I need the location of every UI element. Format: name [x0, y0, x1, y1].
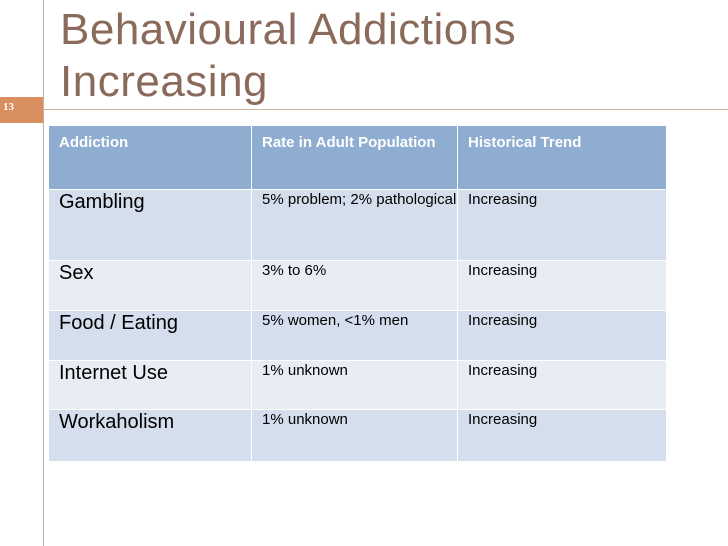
cell-addiction: Internet Use — [48, 360, 252, 410]
cell-addiction: Sex — [48, 260, 252, 311]
header-rate: Rate in Adult Population — [251, 125, 458, 190]
cell-trend: Increasing — [457, 189, 667, 261]
table-row: Internet Use 1% unknown Increasing — [48, 360, 667, 410]
table-row: Sex 3% to 6% Increasing — [48, 260, 667, 311]
slide-number: 13 — [3, 101, 14, 113]
slide-number-box — [0, 97, 43, 123]
title-underline-rule — [43, 109, 728, 110]
cell-rate: 3% to 6% — [251, 260, 458, 311]
table-header-row: Addiction Rate in Adult Population Histo… — [48, 125, 667, 190]
slide-title-line-1: Behavioural Addictions — [60, 5, 517, 54]
table-row: Food / Eating 5% women, <1% men Increasi… — [48, 310, 667, 361]
cell-rate: 5% women, <1% men — [251, 310, 458, 361]
cell-trend: Increasing — [457, 310, 667, 361]
cell-rate: 5% problem; 2% pathological — [251, 189, 458, 261]
slide-title: Behavioural Addictions Increasing — [60, 4, 700, 108]
cell-rate: 1% unknown — [251, 360, 458, 410]
table-row: Workaholism 1% unknown Increasing — [48, 409, 667, 462]
addictions-table: Addiction Rate in Adult Population Histo… — [48, 125, 667, 462]
cell-trend: Increasing — [457, 409, 667, 462]
cell-addiction: Workaholism — [48, 409, 252, 462]
cell-trend: Increasing — [457, 260, 667, 311]
cell-addiction: Food / Eating — [48, 310, 252, 361]
slide-title-line-2: Increasing — [60, 57, 269, 106]
header-addiction: Addiction — [48, 125, 252, 190]
cell-trend: Increasing — [457, 360, 667, 410]
table-row: Gambling 5% problem; 2% pathological Inc… — [48, 189, 667, 261]
left-border-rule — [43, 0, 44, 546]
cell-rate: 1% unknown — [251, 409, 458, 462]
cell-addiction: Gambling — [48, 189, 252, 261]
header-trend: Historical Trend — [457, 125, 667, 190]
